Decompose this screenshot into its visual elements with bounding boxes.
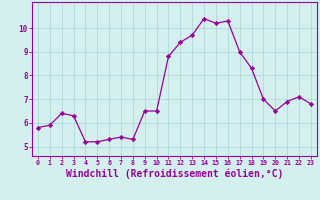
X-axis label: Windchill (Refroidissement éolien,°C): Windchill (Refroidissement éolien,°C) [66,169,283,179]
